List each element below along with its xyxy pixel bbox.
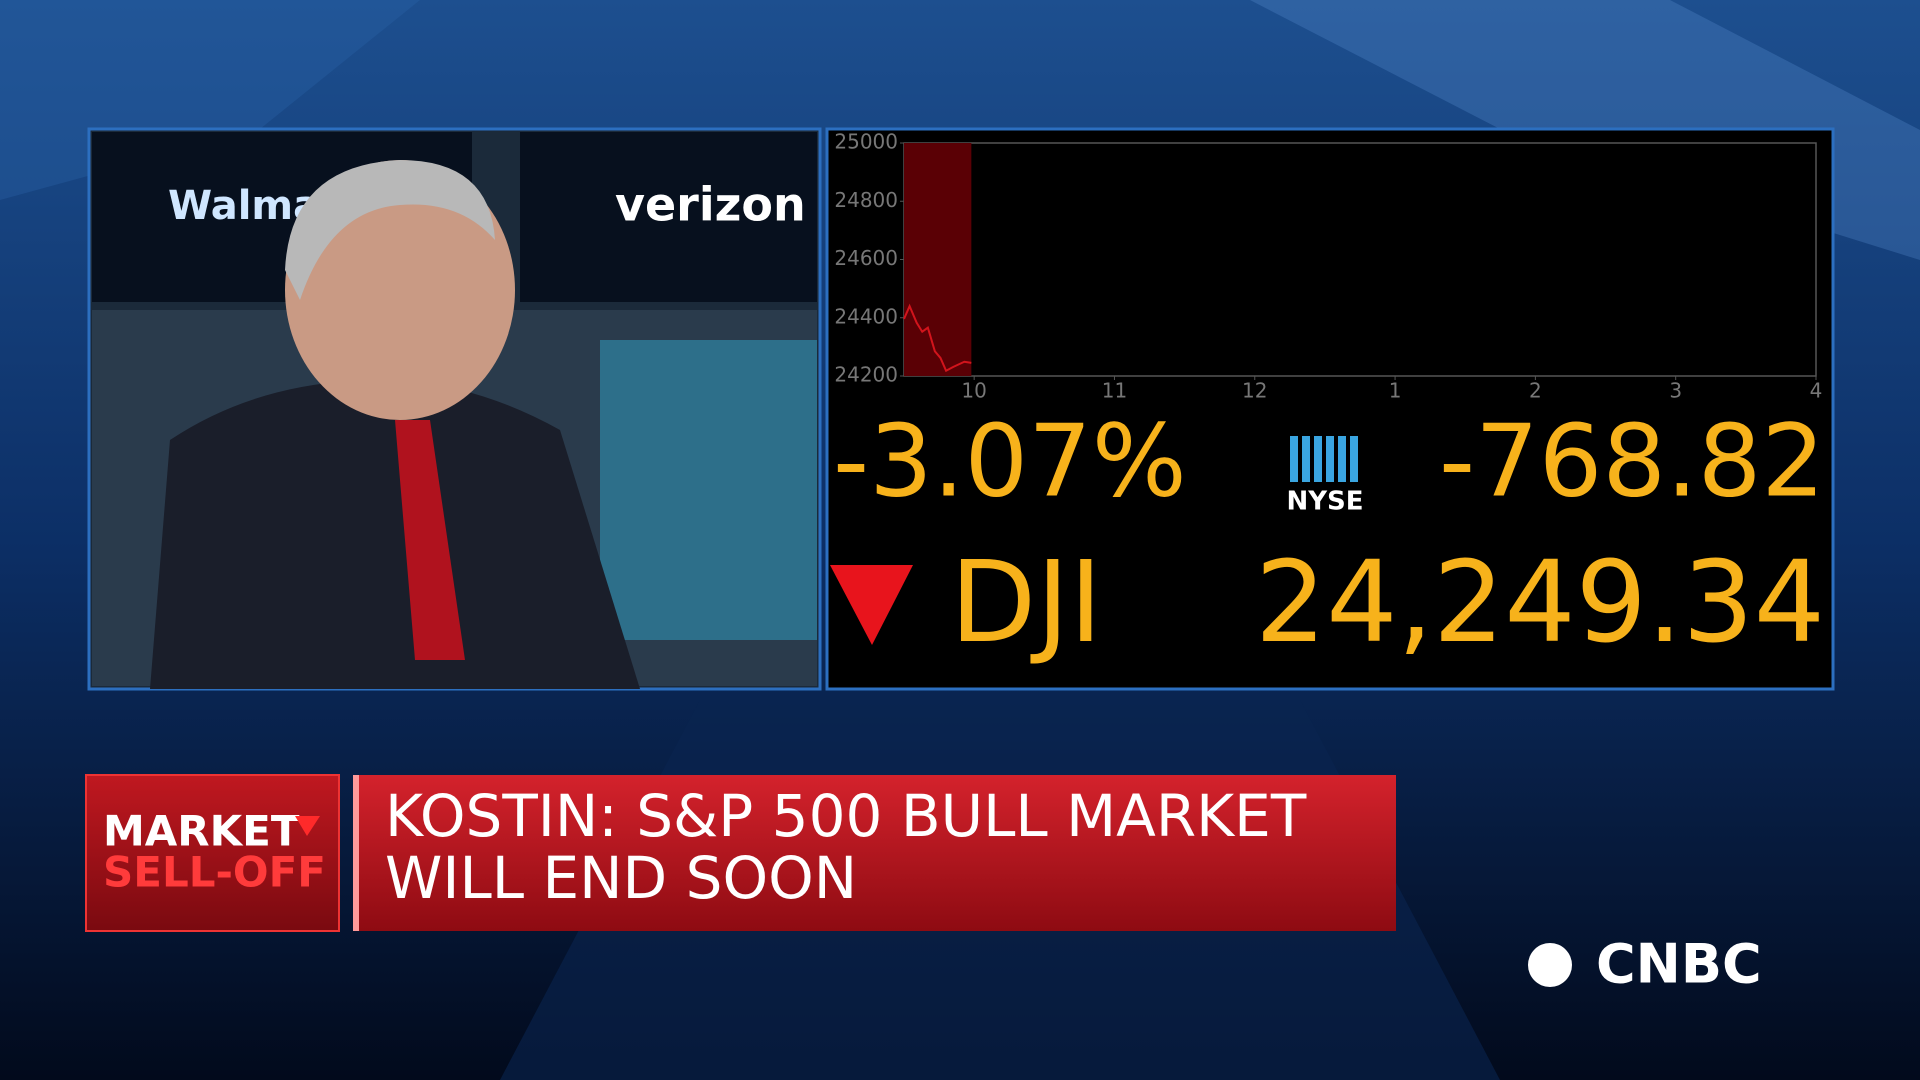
headline-line: WILL END SOON xyxy=(385,844,857,912)
x-tick-label: 4 xyxy=(1810,379,1823,403)
change-percent: -3.07% xyxy=(833,402,1187,519)
studio-monitor xyxy=(600,340,817,640)
x-tick-label: 11 xyxy=(1102,379,1127,403)
headline-line: KOSTIN: S&P 500 BULL MARKET xyxy=(385,782,1307,850)
down-arrow xyxy=(830,565,913,645)
exchange-label: NYSE xyxy=(1286,487,1363,517)
price-line xyxy=(903,303,972,373)
headline-box xyxy=(353,775,1396,931)
guest-suit xyxy=(150,380,640,689)
banner-tag xyxy=(85,774,340,932)
y-tick-label: 24800 xyxy=(834,188,898,212)
logo-bar xyxy=(1350,436,1358,482)
logo-bar xyxy=(1290,436,1298,482)
tag-line: MARKET xyxy=(103,807,300,856)
network-logo: CNBC xyxy=(1528,933,1762,996)
tag-arrow xyxy=(295,816,320,836)
y-tick-label: 24400 xyxy=(834,304,898,328)
guest-tie xyxy=(395,420,465,660)
x-tick-label: 3 xyxy=(1669,379,1682,403)
y-tick-label: 25000 xyxy=(834,130,898,154)
x-tick-label: 12 xyxy=(1242,379,1267,403)
session-highlight xyxy=(904,143,972,376)
change-points: -768.82 xyxy=(1439,402,1825,519)
nyse-logo: NYSE xyxy=(1286,436,1364,517)
x-tick-label: 2 xyxy=(1529,379,1542,403)
x-tick-label: 1 xyxy=(1389,379,1402,403)
screen-logo: verizon xyxy=(615,178,806,232)
wall-screen xyxy=(520,132,817,302)
x-tick-label: 10 xyxy=(961,379,986,403)
index-symbol: DJI xyxy=(950,538,1102,668)
logo-bar xyxy=(1302,436,1310,482)
chart-panel xyxy=(825,127,1835,691)
network-name: CNBC xyxy=(1596,933,1762,996)
logo-bar xyxy=(1314,436,1322,482)
headline-edge xyxy=(353,775,359,931)
tag-line: SELL-OFF xyxy=(103,848,326,897)
y-tick-label: 24600 xyxy=(834,246,898,270)
logo-bar xyxy=(1326,436,1334,482)
guest-hair xyxy=(285,160,495,300)
index-price: 24,249.34 xyxy=(1255,538,1825,668)
y-tick-label: 24200 xyxy=(834,363,898,387)
logo-bar xyxy=(1338,436,1346,482)
peacock xyxy=(1528,943,1572,987)
